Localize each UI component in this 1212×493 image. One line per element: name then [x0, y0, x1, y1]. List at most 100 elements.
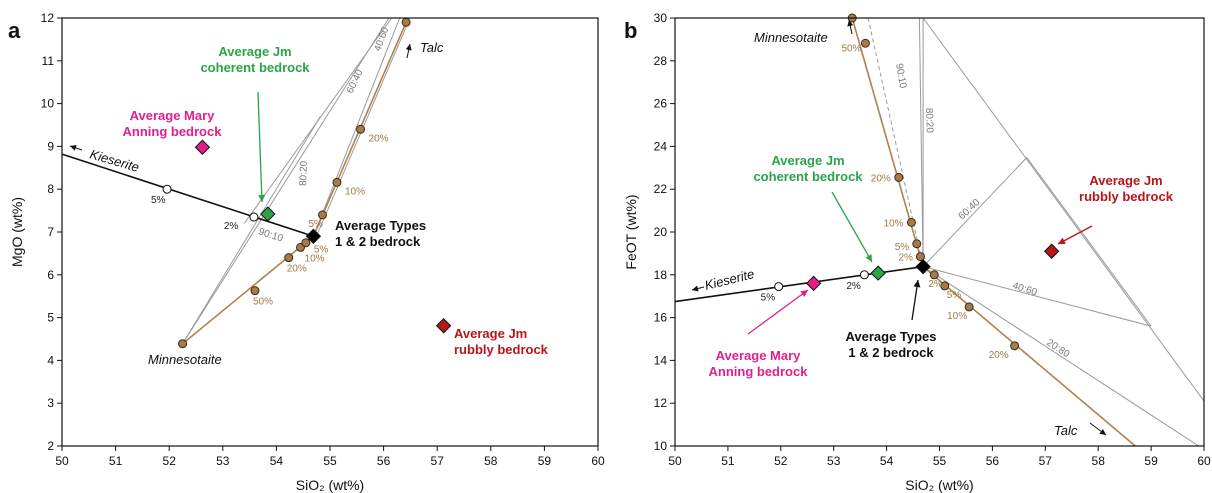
- y-tick-label: 10: [41, 97, 55, 111]
- bedrock-label-types: Average Types: [335, 218, 426, 233]
- mixture-percent-label: 20%: [871, 173, 891, 184]
- panel-a-xlabel: SiO₂ (wt%): [296, 477, 364, 493]
- panel-a-minnesotaite-label: Minnesotaite: [148, 352, 222, 367]
- bedrock-label-types: 1 & 2 bedrock: [848, 345, 934, 360]
- kieserite-arrow-head: [70, 145, 77, 151]
- endmember-dot: [178, 339, 188, 349]
- x-tick-label: 53: [827, 454, 841, 468]
- mixture-dot: [906, 217, 916, 227]
- mixture-dot: [915, 252, 925, 262]
- minnesotaite-line: [182, 235, 314, 345]
- mixing-line: [918, 17, 924, 267]
- bedrock-label-coherent: Average Jm: [218, 44, 291, 59]
- y-tick-label: 28: [654, 54, 668, 68]
- x-tick-label: 59: [1144, 454, 1158, 468]
- mixing-line: [182, 17, 390, 344]
- panel-a-mix-60-40: 60:40: [345, 68, 366, 96]
- bedrock-label-mary: Average Mary: [130, 108, 216, 123]
- mixture-dot: [317, 210, 327, 220]
- bedrock-label-types: 1 & 2 bedrock: [335, 234, 421, 249]
- x-tick-label: 50: [55, 454, 69, 468]
- mixture-dot: [356, 124, 366, 134]
- y-tick-label: 4: [47, 353, 54, 367]
- panel-a-marks: 50%20%10%5%5%10%20%5%2%: [151, 17, 411, 349]
- y-tick-label: 22: [654, 182, 668, 196]
- panel-b-xlabel: SiO₂ (wt%): [905, 477, 973, 493]
- x-tick-label: 60: [1197, 454, 1211, 468]
- x-tick-label: 51: [721, 454, 735, 468]
- bedrock-arrow-coherent: [257, 91, 263, 203]
- panel-b-frame: [674, 17, 1205, 447]
- panel-b: b 50%20%10%5%2%2%5%10%20%5%2% Average Ma…: [623, 11, 1211, 493]
- kieserite-dot: [249, 212, 259, 222]
- panel-a: a 50%20%10%5%5%10%20%5%2% Average MaryAn…: [8, 11, 605, 493]
- panel-a-mix-80-20: 80:20: [298, 160, 310, 186]
- bedrock-label-types: Average Types: [845, 329, 936, 344]
- panel-a-mix-40-60: 40:60: [372, 25, 391, 53]
- bedrock-label-mary: Average Mary: [716, 348, 802, 363]
- x-tick-label: 50: [668, 454, 682, 468]
- mixing-line: [243, 17, 393, 224]
- x-tick-label: 52: [774, 454, 788, 468]
- bedrock-label-coherent: coherent bedrock: [753, 169, 863, 184]
- mixture-dot: [860, 38, 870, 48]
- bedrock-label-mary: Anning bedrock: [123, 124, 223, 139]
- panel-a-frame: [61, 17, 599, 447]
- mixture-dot: [332, 177, 342, 187]
- bedrock-label-coherent: Average Jm: [771, 153, 844, 168]
- panel-b-letter: b: [624, 18, 637, 43]
- mixture-dot: [964, 302, 974, 312]
- bedrock-arrowhead-rubbly: [1058, 237, 1066, 244]
- kieserite-percent-label: 2%: [224, 221, 239, 232]
- y-tick-label: 11: [42, 54, 55, 68]
- mixing-line: [922, 157, 1028, 268]
- x-tick-label: 57: [431, 454, 445, 468]
- x-tick-label: 55: [933, 454, 947, 468]
- bedrock-label-rubbly: Average Jm: [454, 326, 527, 341]
- y-tick-label: 12: [654, 396, 668, 410]
- kieserite-percent-label: 5%: [761, 293, 776, 304]
- mixture-percent-label: 10%: [305, 253, 325, 264]
- mixture-percent-label: 2%: [898, 253, 913, 264]
- y-tick-label: 16: [654, 311, 668, 325]
- x-tick-label: 55: [323, 454, 337, 468]
- bedrock-arrowhead-coherent: [258, 194, 266, 202]
- bedrock-label-rubbly: rubbly bedrock: [1079, 189, 1174, 204]
- x-tick-label: 51: [109, 454, 123, 468]
- kieserite-dot: [859, 270, 869, 280]
- bedrock-arrowhead-coherent: [865, 254, 872, 262]
- minnesotaite-arrow-b-head: [847, 20, 854, 27]
- mixture-percent-label: 20%: [287, 264, 307, 275]
- outline-line: [1026, 157, 1152, 327]
- mixing-line: [182, 116, 321, 344]
- mixture-percent-label: 50%: [841, 43, 861, 54]
- bedrock-diamond-mary: [194, 139, 211, 155]
- mixture-percent-label: 10%: [947, 311, 967, 322]
- kieserite-arrow-b-head: [692, 285, 699, 292]
- y-tick-label: 9: [47, 139, 54, 153]
- mixture-dot: [1010, 341, 1020, 351]
- panel-b-lines: [674, 17, 1205, 447]
- mixture-percent-label: 10%: [883, 218, 903, 229]
- mixture-dot: [940, 281, 950, 291]
- bedrock-label-rubbly: Average Jm: [1089, 173, 1162, 188]
- y-tick-label: 6: [47, 268, 54, 282]
- y-tick-label: 7: [47, 225, 54, 239]
- y-tick-label: 24: [654, 139, 668, 153]
- mixture-percent-label: 5%: [947, 290, 962, 301]
- bedrock-diamond-types: [915, 258, 931, 275]
- y-tick-label: 14: [654, 353, 668, 367]
- panel-b-mix-40-60: 40:60: [1011, 280, 1039, 298]
- bedrock-label-coherent: coherent bedrock: [200, 60, 310, 75]
- kieserite-percent-label: 5%: [151, 195, 166, 206]
- mixture-percent-label: 5%: [895, 242, 910, 253]
- panel-a-annotations: Kieserite Talc Minnesotaite 90:10 80:20 …: [69, 25, 444, 367]
- bedrock-diamond-coherent: [260, 206, 276, 222]
- bedrock-diamond-mary: [805, 275, 822, 292]
- bedrock-label-rubbly: rubbly bedrock: [454, 342, 549, 357]
- x-tick-label: 56: [377, 454, 391, 468]
- mixing-line: [922, 266, 1152, 327]
- mixture-dot: [929, 270, 939, 280]
